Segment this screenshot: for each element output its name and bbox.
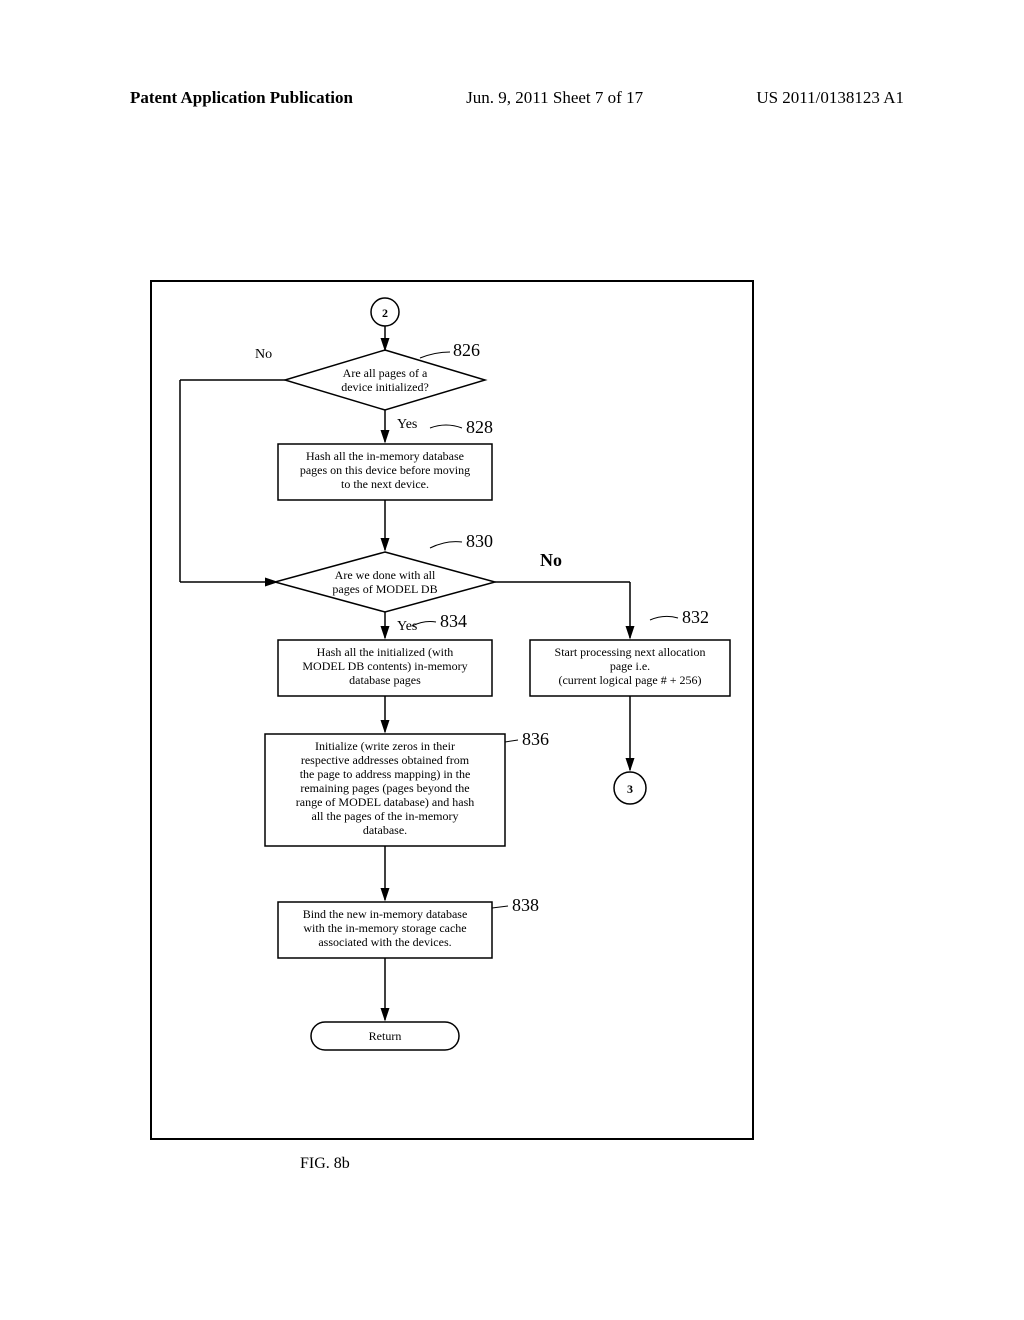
b832-l1: Start processing next allocation: [555, 645, 706, 659]
ref-leader: [430, 542, 462, 548]
flowchart: 2 Are all pages of a device initialized?…: [150, 280, 754, 1140]
d830-l1: Are we done with all: [335, 568, 436, 582]
b836-l6: all the pages of the in-memory: [312, 809, 459, 823]
header-left: Patent Application Publication: [130, 88, 353, 108]
ref-leader: [505, 740, 518, 742]
b838-l3: associated with the devices.: [318, 935, 451, 949]
connector-2-label: 2: [382, 306, 388, 320]
header-mid: Jun. 9, 2011 Sheet 7 of 17: [466, 88, 643, 108]
d830-l2: pages of MODEL DB: [332, 582, 437, 596]
ref-leader: [492, 906, 508, 908]
ref-838: 838: [512, 895, 539, 915]
b834-l3: database pages: [349, 673, 421, 687]
b836-l3: the page to address mapping) in the: [300, 767, 471, 781]
b828-l3: to the next device.: [341, 477, 429, 491]
b828-l1: Hash all the in-memory database: [306, 449, 464, 463]
ref-830: 830: [466, 531, 493, 551]
ref-leader: [420, 352, 450, 358]
b832-l2: page i.e.: [610, 659, 650, 673]
d826-line1: Are all pages of a: [343, 366, 428, 380]
b828-l2: pages on this device before moving: [300, 463, 470, 477]
page-header: Patent Application Publication Jun. 9, 2…: [0, 88, 1024, 108]
ref-828: 828: [466, 417, 493, 437]
b832-l3: (current logical page # + 256): [558, 673, 701, 687]
b834-l1: Hash all the initialized (with: [317, 645, 454, 659]
ref-836: 836: [522, 729, 549, 749]
b838-l1: Bind the new in-memory database: [303, 907, 468, 921]
connector-3-label: 3: [627, 782, 633, 796]
label-no-826: No: [255, 347, 272, 362]
label-no-830: No: [540, 550, 562, 570]
d826-line2: device initialized?: [341, 380, 429, 394]
b836-l1: Initialize (write zeros in their: [315, 739, 455, 753]
b836-l4: remaining pages (pages beyond the: [300, 781, 469, 795]
b836-l2: respective addresses obtained from: [301, 753, 470, 767]
ref-leader: [650, 616, 678, 620]
label-yes-830: Yes: [397, 619, 417, 634]
b838-l2: with the in-memory storage cache: [303, 921, 466, 935]
ref-832: 832: [682, 607, 709, 627]
figure-caption: FIG. 8b: [300, 1155, 350, 1173]
ref-834: 834: [440, 611, 467, 631]
header-right: US 2011/0138123 A1: [756, 88, 904, 108]
return-label: Return: [369, 1029, 402, 1043]
ref-leader: [430, 425, 462, 428]
ref-826: 826: [453, 340, 480, 360]
b834-l2: MODEL DB contents) in-memory: [302, 659, 467, 673]
b836-l5: range of MODEL database) and hash: [296, 795, 475, 809]
b836-l7: database.: [363, 823, 407, 837]
flowchart-svg: 2 Are all pages of a device initialized?…: [150, 280, 754, 1140]
label-yes-826: Yes: [397, 417, 417, 432]
